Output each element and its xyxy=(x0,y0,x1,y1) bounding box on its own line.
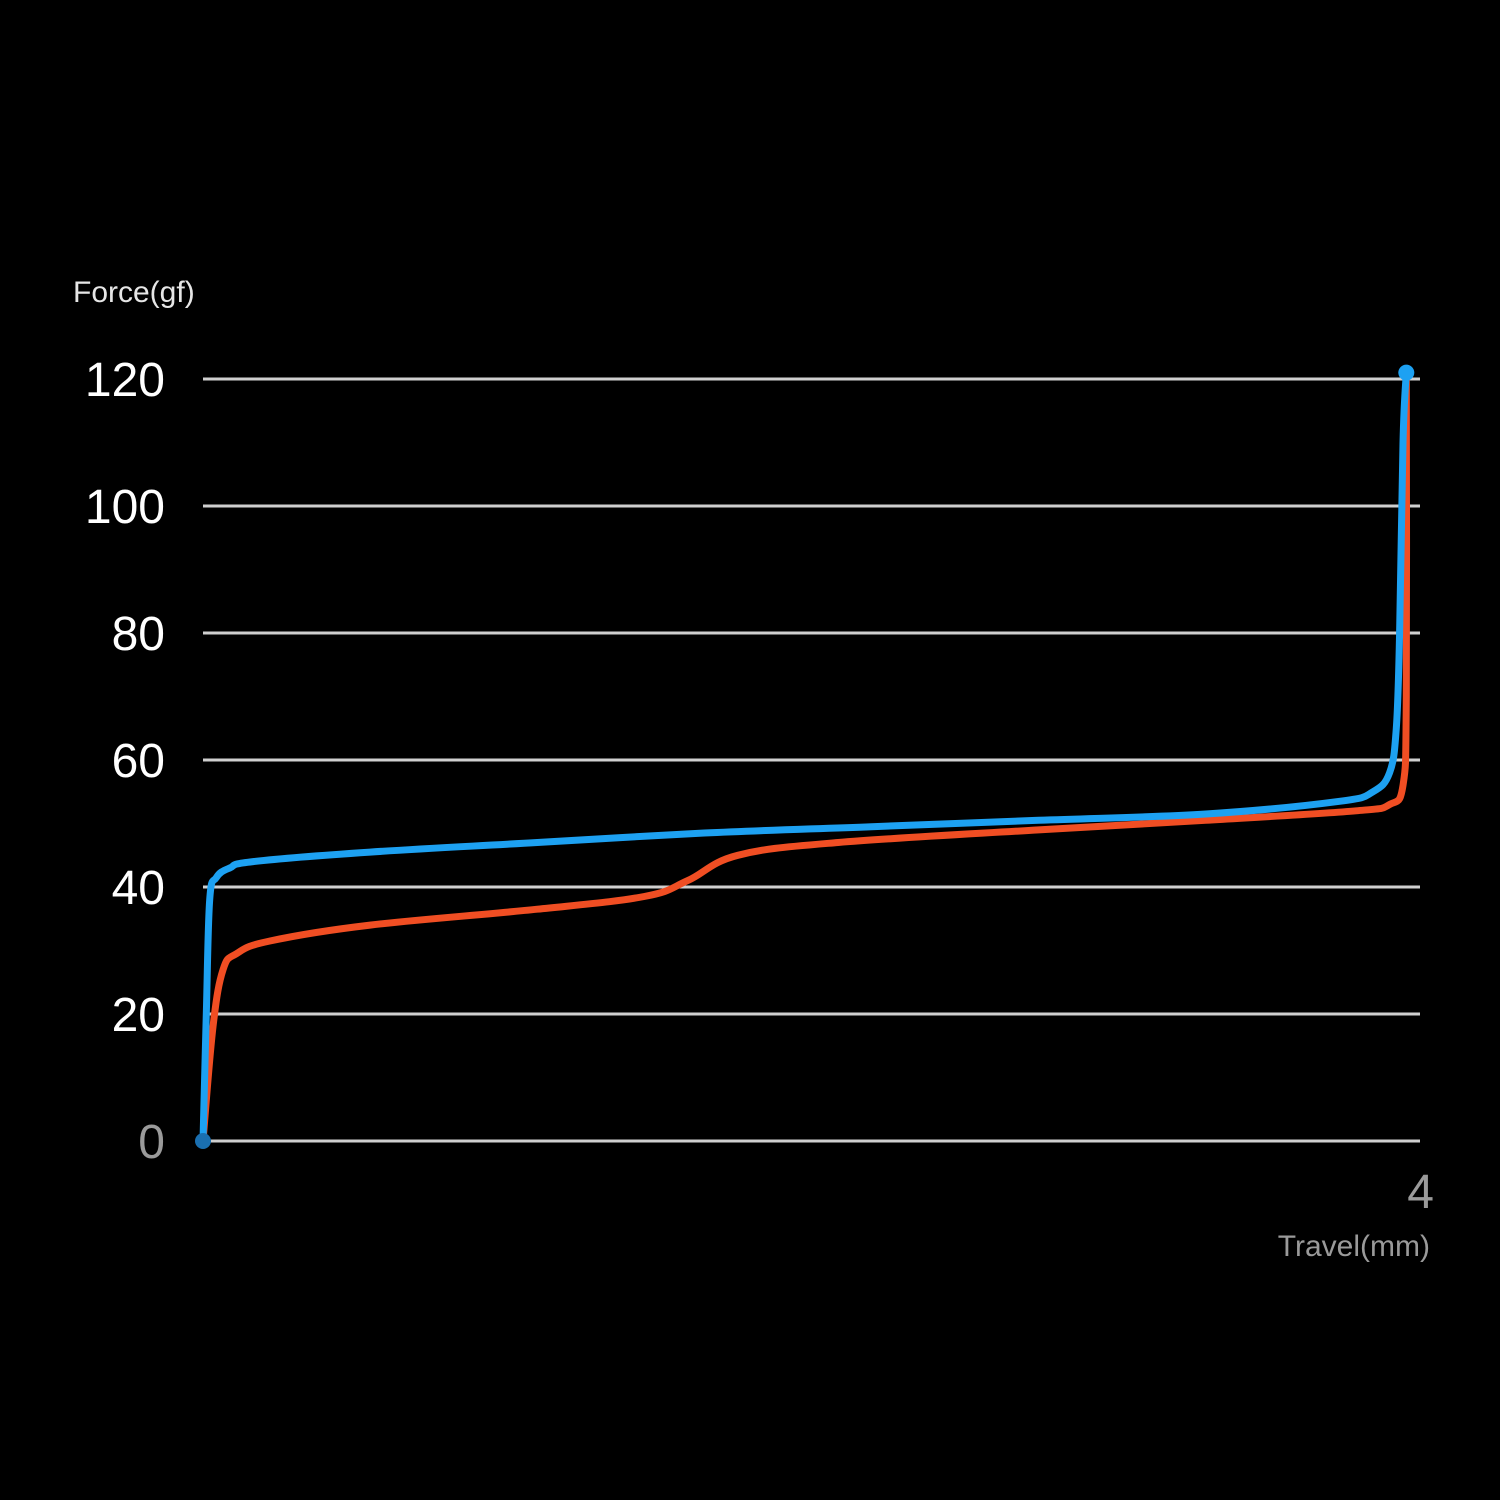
y-tick-labels: 0 20 40 60 80 100 120 xyxy=(85,354,165,1169)
x-axis-label: Travel(mm) xyxy=(1278,1230,1430,1263)
series-red-line xyxy=(199,375,1411,1145)
y-tick-label-120: 120 xyxy=(85,354,165,407)
y-tick-label-60: 60 xyxy=(112,735,165,788)
end-point-marker xyxy=(1398,364,1415,381)
y-tick-label-0: 0 xyxy=(138,1116,165,1169)
grid-lines xyxy=(203,377,1420,1143)
start-point-marker xyxy=(195,1133,211,1149)
x-tick-label-4: 4 xyxy=(1407,1166,1434,1219)
y-tick-label-40: 40 xyxy=(112,862,165,915)
y-tick-label-20: 20 xyxy=(112,989,165,1042)
markers xyxy=(195,364,1415,1149)
series-layer xyxy=(199,369,1411,1145)
y-axis-label: Force(gf) xyxy=(73,276,195,309)
series-blue-line xyxy=(199,369,1410,1145)
y-tick-label-80: 80 xyxy=(112,608,165,661)
y-tick-label-100: 100 xyxy=(85,481,165,534)
